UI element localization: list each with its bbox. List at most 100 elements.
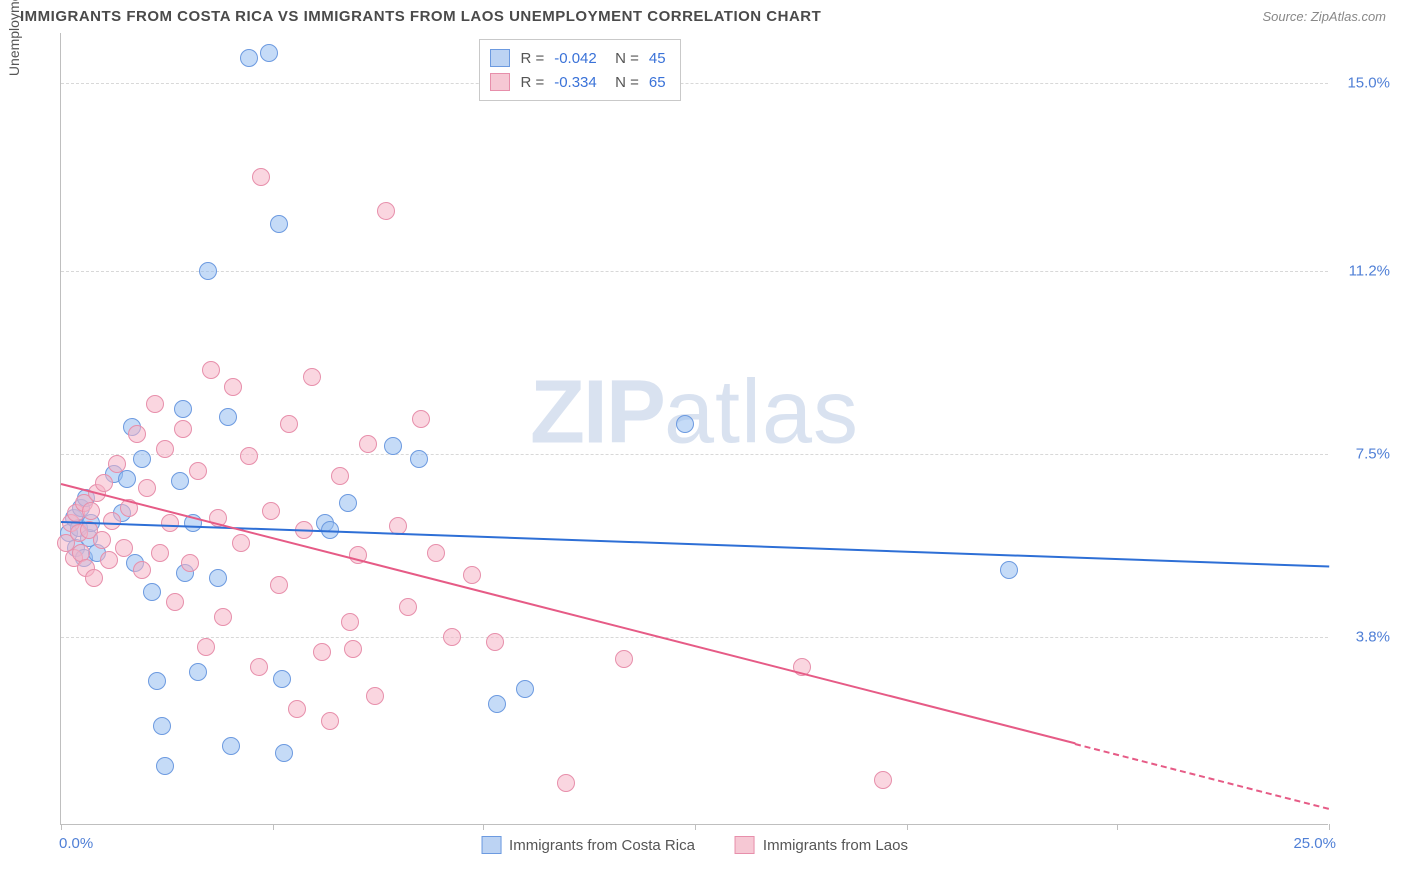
data-point-laos [146, 395, 164, 413]
data-point-costa_rica [339, 494, 357, 512]
data-point-laos [303, 368, 321, 386]
data-point-costa_rica [240, 49, 258, 67]
x-min-label: 0.0% [59, 835, 93, 852]
data-point-costa_rica [516, 680, 534, 698]
data-point-laos [95, 474, 113, 492]
data-point-costa_rica [171, 472, 189, 490]
legend-label: Immigrants from Laos [763, 837, 908, 854]
data-point-laos [270, 576, 288, 594]
data-point-laos [280, 415, 298, 433]
data-point-laos [214, 608, 232, 626]
data-point-costa_rica [133, 450, 151, 468]
data-point-laos [133, 561, 151, 579]
data-point-costa_rica [118, 470, 136, 488]
chart-title: IMMIGRANTS FROM COSTA RICA VS IMMIGRANTS… [20, 8, 821, 25]
legend-swatch [735, 836, 755, 854]
data-point-laos [427, 544, 445, 562]
data-point-costa_rica [260, 44, 278, 62]
data-point-laos [377, 202, 395, 220]
trend-line [1075, 743, 1329, 810]
legend-swatch [481, 836, 501, 854]
gridline [61, 637, 1328, 638]
trend-line [61, 521, 1329, 568]
data-point-laos [359, 435, 377, 453]
data-point-costa_rica [273, 670, 291, 688]
y-tick-label: 11.2% [1349, 262, 1390, 279]
data-point-laos [344, 640, 362, 658]
data-point-costa_rica [148, 672, 166, 690]
data-point-costa_rica [410, 450, 428, 468]
data-point-laos [331, 467, 349, 485]
data-point-costa_rica [209, 569, 227, 587]
data-point-laos [874, 771, 892, 789]
data-point-laos [321, 712, 339, 730]
series-legend: Immigrants from Costa Rica Immigrants fro… [481, 836, 908, 854]
data-point-costa_rica [153, 717, 171, 735]
data-point-laos [151, 544, 169, 562]
data-point-laos [486, 633, 504, 651]
x-max-label: 25.0% [1293, 835, 1336, 852]
x-tick [61, 824, 62, 830]
n-value: 45 [649, 50, 666, 67]
data-point-laos [181, 554, 199, 572]
n-value: 65 [649, 74, 666, 91]
x-tick [483, 824, 484, 830]
data-point-laos [85, 569, 103, 587]
data-point-laos [174, 420, 192, 438]
data-point-costa_rica [219, 408, 237, 426]
data-point-costa_rica [174, 400, 192, 418]
n-label: N = [607, 74, 639, 91]
data-point-costa_rica [676, 415, 694, 433]
x-tick [1329, 824, 1330, 830]
x-tick [1117, 824, 1118, 830]
data-point-costa_rica [488, 695, 506, 713]
data-point-laos [166, 593, 184, 611]
legend-item: Immigrants from Costa Rica [481, 836, 695, 854]
x-tick [273, 824, 274, 830]
x-tick [695, 824, 696, 830]
data-point-laos [82, 502, 100, 520]
data-point-laos [156, 440, 174, 458]
data-point-laos [412, 410, 430, 428]
data-point-laos [100, 551, 118, 569]
y-tick-label: 3.8% [1356, 628, 1390, 645]
y-tick-label: 15.0% [1347, 74, 1390, 91]
data-point-laos [399, 598, 417, 616]
data-point-laos [202, 361, 220, 379]
data-point-costa_rica [199, 262, 217, 280]
r-value: -0.042 [554, 50, 597, 67]
data-point-laos [93, 531, 111, 549]
data-point-costa_rica [222, 737, 240, 755]
data-point-laos [341, 613, 359, 631]
data-point-laos [313, 643, 331, 661]
data-point-laos [262, 502, 280, 520]
data-point-costa_rica [384, 437, 402, 455]
plot-region: ZIPatlas 3.8%7.5%11.2%15.0%0.0%25.0%R =-… [60, 33, 1328, 825]
n-label: N = [607, 50, 639, 67]
data-point-costa_rica [189, 663, 207, 681]
r-label: R = [520, 50, 544, 67]
data-point-laos [366, 687, 384, 705]
legend-item: Immigrants from Laos [735, 836, 908, 854]
data-point-costa_rica [156, 757, 174, 775]
data-point-laos [128, 425, 146, 443]
data-point-laos [232, 534, 250, 552]
gridline [61, 271, 1328, 272]
data-point-laos [240, 447, 258, 465]
data-point-laos [161, 514, 179, 532]
data-point-costa_rica [143, 583, 161, 601]
data-point-laos [557, 774, 575, 792]
data-point-laos [189, 462, 207, 480]
data-point-laos [252, 168, 270, 186]
data-point-laos [103, 512, 121, 530]
source-label: Source: ZipAtlas.com [1262, 9, 1386, 24]
data-point-laos [115, 539, 133, 557]
data-point-laos [250, 658, 268, 676]
gridline [61, 83, 1328, 84]
r-label: R = [520, 74, 544, 91]
legend-label: Immigrants from Costa Rica [509, 837, 695, 854]
data-point-laos [615, 650, 633, 668]
data-point-laos [463, 566, 481, 584]
legend-swatch [490, 49, 510, 67]
data-point-costa_rica [270, 215, 288, 233]
